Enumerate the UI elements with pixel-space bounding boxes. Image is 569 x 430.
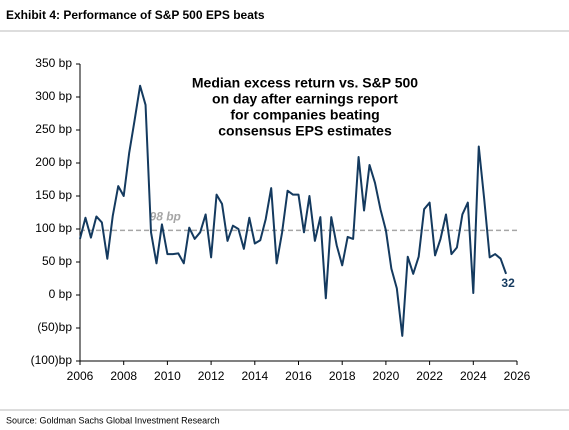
y-tick-label: 0 bp — [49, 287, 73, 301]
source: Source: Goldman Sachs Global Investment … — [6, 415, 220, 425]
y-tick-label: 100 bp — [35, 221, 72, 235]
x-tick-label: 2022 — [416, 369, 443, 383]
chart-title: Exhibit 4: Performance of S&P 500 EPS be… — [6, 8, 265, 22]
annotation: consensus EPS estimates — [218, 123, 392, 139]
y-tick-label: 250 bp — [35, 122, 72, 136]
end-value-label: 32 — [501, 276, 515, 290]
annotation: on day after earnings report — [212, 91, 398, 107]
y-tick-label: 350 bp — [35, 56, 72, 70]
y-tick-label: 300 bp — [35, 89, 72, 103]
x-tick-label: 2026 — [504, 369, 531, 383]
y-tick-label: (100)bp — [31, 353, 73, 367]
x-tick-label: 2018 — [329, 369, 356, 383]
x-tick-label: 2006 — [67, 369, 94, 383]
x-tick-label: 2012 — [198, 369, 225, 383]
x-tick-label: 2016 — [285, 369, 312, 383]
x-tick-label: 2014 — [241, 369, 268, 383]
y-tick-label: (50)bp — [37, 320, 72, 334]
x-tick-label: 2010 — [154, 369, 181, 383]
annotation: Median excess return vs. S&P 500 — [192, 75, 418, 91]
reference-label: 98 bp — [150, 209, 181, 223]
y-tick-label: 200 bp — [35, 155, 72, 169]
x-tick-label: 2020 — [373, 369, 400, 383]
x-tick-label: 2024 — [460, 369, 487, 383]
y-tick-label: 150 bp — [35, 188, 72, 202]
annotation: for companies beating — [230, 107, 379, 123]
series-line — [79, 84, 508, 337]
x-tick-label: 2008 — [110, 369, 137, 383]
y-tick-label: 50 bp — [42, 254, 72, 268]
